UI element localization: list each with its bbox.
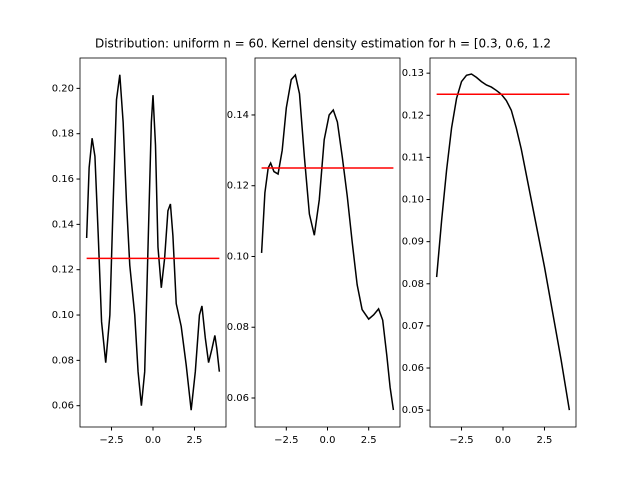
- x-tick-label: −2.5: [99, 435, 123, 446]
- y-tick-label: 0.07: [402, 321, 424, 332]
- y-tick-label: 0.16: [52, 174, 74, 185]
- y-tick-label: 0.18: [52, 129, 74, 140]
- y-tick-label: 0.05: [402, 405, 424, 416]
- x-tick-label: 0.0: [495, 435, 511, 446]
- x-tick-label: 2.5: [187, 435, 203, 446]
- axes-frame: [79, 57, 227, 428]
- x-tick-label: 0.0: [320, 435, 336, 446]
- y-tick-label: 0.12: [227, 181, 249, 192]
- line: [435, 73, 571, 411]
- line: [85, 74, 221, 411]
- y-tick-label: 0.06: [402, 363, 424, 374]
- x-tick-label: −2.5: [274, 435, 298, 446]
- y-tick-label: 0.20: [52, 83, 74, 94]
- axes-frame: [429, 57, 577, 428]
- y-tick-label: 0.06: [227, 393, 249, 404]
- y-tick-label: 0.13: [402, 68, 424, 79]
- y-tick-label: 0.12: [52, 265, 74, 276]
- x-tick-label: 2.5: [361, 435, 377, 446]
- y-tick-label: 0.08: [402, 279, 424, 290]
- y-tick-label: 0.10: [402, 195, 424, 206]
- y-tick-label: 0.14: [227, 110, 249, 121]
- x-tick-label: 2.5: [537, 435, 553, 446]
- y-tick-label: 0.11: [402, 152, 424, 163]
- y-tick-label: 0.14: [52, 219, 74, 230]
- y-tick-label: 0.10: [227, 251, 249, 262]
- y-tick-label: 0.12: [402, 110, 424, 121]
- y-tick-label: 0.08: [227, 322, 249, 333]
- y-tick-label: 0.08: [52, 355, 74, 366]
- y-tick-label: 0.09: [402, 237, 424, 248]
- x-tick-label: −2.5: [449, 435, 473, 446]
- y-tick-label: 0.06: [52, 401, 74, 412]
- chart-title: Distribution: uniform n = 60. Kernel den…: [95, 37, 551, 51]
- axes-frame: [254, 57, 401, 428]
- y-tick-label: 0.10: [52, 310, 74, 321]
- x-tick-label: 0.0: [145, 435, 161, 446]
- line: [260, 73, 395, 411]
